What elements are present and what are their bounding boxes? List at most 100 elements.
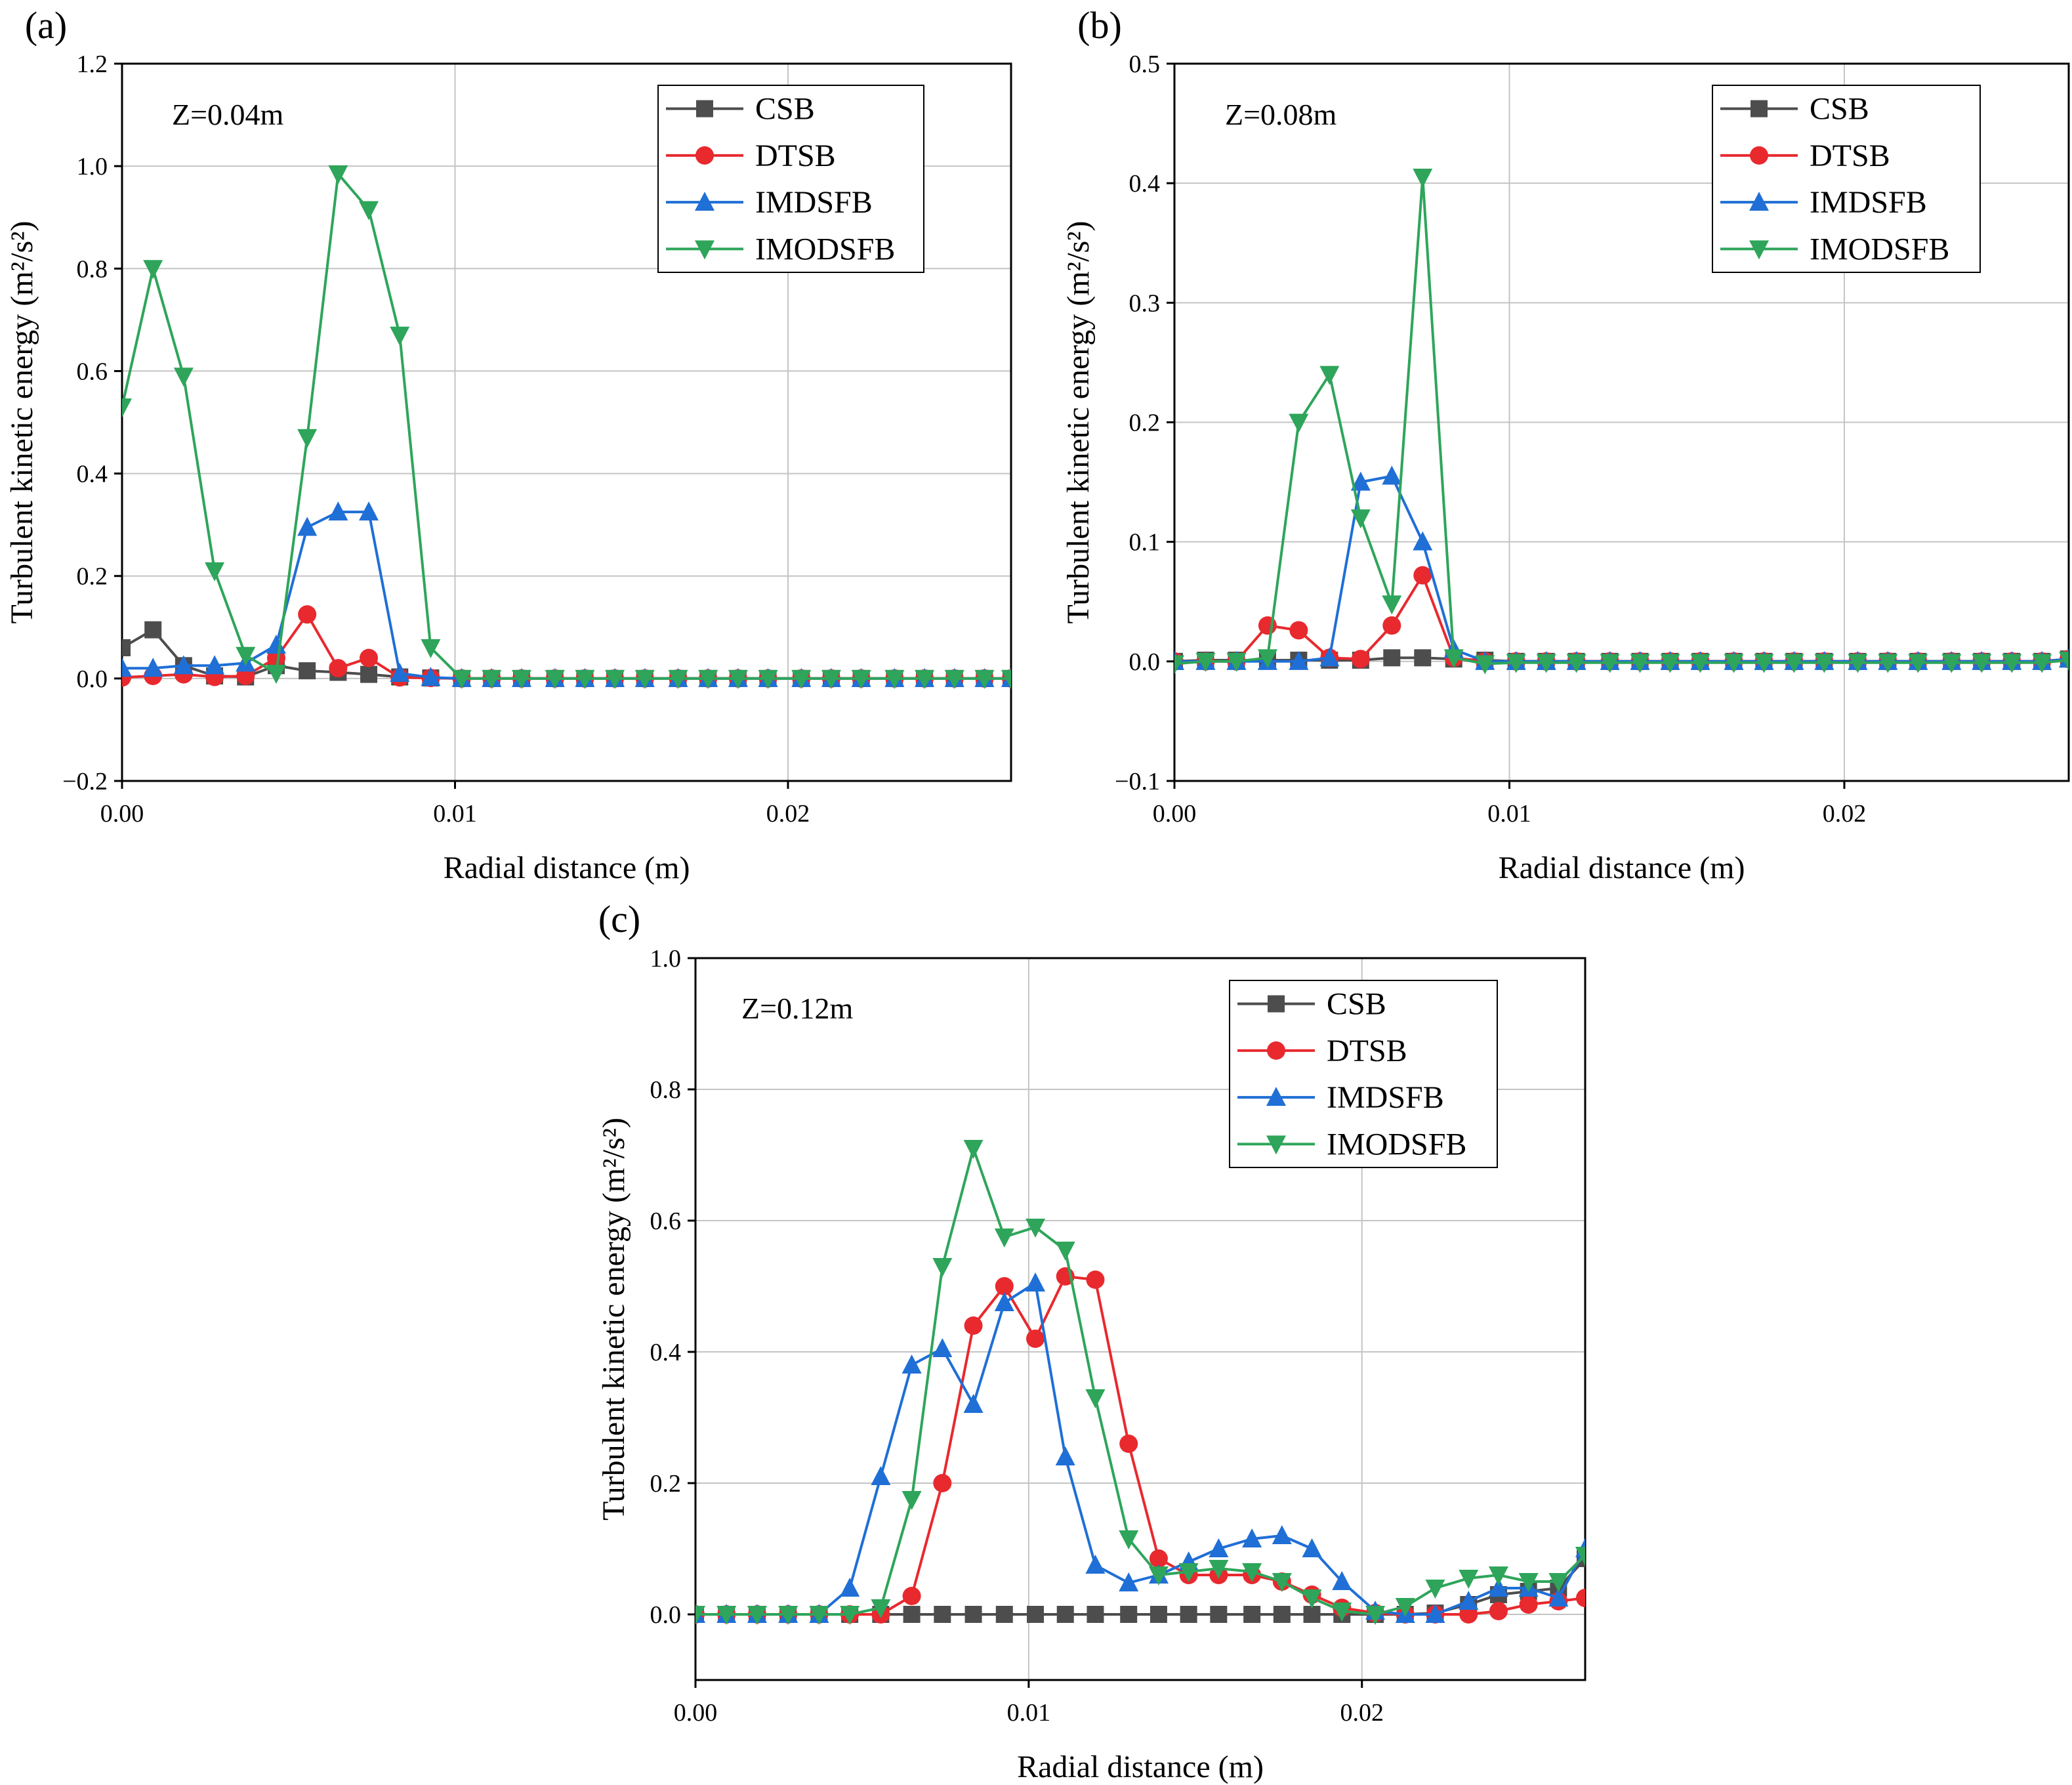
data-point — [1180, 1606, 1197, 1623]
chart-panel-1: 0.00 0.01 0.02 −0.2 0.0 0.2 0.4 0.6 0.8 1.0 1.2 Rad… — [5, 4, 1012, 885]
data-point — [698, 669, 718, 689]
data-point — [1724, 654, 1744, 673]
data-point — [1243, 1606, 1261, 1623]
data-point — [1506, 654, 1526, 673]
data-point — [747, 1606, 767, 1625]
data-point — [1178, 1563, 1199, 1582]
data-point — [944, 669, 964, 689]
y-tick-label: 0.8 — [650, 1076, 682, 1104]
data-point — [1272, 1573, 1292, 1592]
data-point — [974, 669, 995, 689]
legend-item-dtsb: DTSB — [666, 138, 836, 173]
y-tick-label: 0.4 — [1129, 170, 1161, 198]
data-point — [1382, 595, 1402, 615]
data-point — [1026, 1330, 1045, 1348]
series-imodsfb — [122, 165, 1011, 689]
data-point — [122, 398, 132, 418]
data-point — [511, 669, 531, 689]
y-tick-label: 0.2 — [650, 1470, 682, 1498]
data-point — [932, 1338, 953, 1357]
panel-label: (c) — [598, 898, 640, 940]
data-point — [299, 662, 316, 680]
data-point — [1382, 616, 1401, 635]
data-point — [1566, 654, 1586, 673]
legend-item-imdsfb: IMDSFB — [1720, 185, 1927, 220]
data-point — [421, 667, 441, 686]
data-point — [901, 1491, 922, 1510]
y-tick-label: 1.0 — [77, 153, 108, 180]
legend: CSB DTSB IMDSFB IMODSFB — [657, 85, 924, 273]
data-point — [1085, 1389, 1106, 1408]
data-point — [1257, 649, 1277, 669]
legend-marker — [1751, 100, 1768, 117]
data-point — [728, 669, 748, 689]
data-point — [903, 1606, 921, 1623]
data-point — [884, 669, 905, 689]
plot-area — [695, 1140, 1585, 1625]
data-point — [933, 1474, 952, 1492]
data-point — [1488, 1566, 1508, 1586]
legend-label: DTSB — [1810, 138, 1890, 173]
data-point — [205, 562, 225, 581]
data-point — [1242, 1528, 1262, 1547]
y-tick-label: 0.1 — [1129, 529, 1161, 556]
legend-label: CSB — [755, 92, 815, 127]
data-point — [359, 501, 379, 521]
data-point — [695, 1606, 705, 1625]
legend-label: IMDSFB — [755, 185, 873, 220]
y-tick-label: 0.8 — [77, 255, 108, 283]
data-point — [809, 1606, 829, 1625]
data-point — [1690, 654, 1710, 673]
data-point — [1814, 654, 1834, 673]
data-point — [1001, 669, 1011, 689]
data-point — [791, 669, 812, 689]
y-tick-label: 0.6 — [650, 1208, 682, 1235]
data-point — [143, 260, 163, 280]
data-point — [1289, 621, 1308, 640]
data-point — [1972, 654, 1992, 673]
data-point — [1519, 1595, 1538, 1614]
legend-label: DTSB — [755, 138, 836, 173]
data-point — [1660, 654, 1680, 673]
y-tick-label: 0.0 — [650, 1601, 682, 1629]
data-point — [1273, 1606, 1291, 1623]
data-point — [1488, 1578, 1508, 1597]
data-point — [1174, 655, 1184, 675]
data-point — [1302, 1538, 1322, 1557]
series-dtsb — [695, 1267, 1585, 1624]
data-point — [1425, 1580, 1445, 1599]
legend: CSB DTSB IMDSFB IMODSFB — [1712, 85, 1981, 273]
data-point — [1414, 649, 1432, 667]
height-annotation: Z=0.04m — [172, 98, 284, 131]
y-tick-label: 0.0 — [77, 665, 108, 693]
legend-item-csb: CSB — [666, 92, 815, 127]
data-point — [298, 605, 317, 624]
legend-marker — [1268, 995, 1285, 1013]
data-point — [1413, 169, 1433, 188]
data-point — [2059, 652, 2069, 671]
x-tick-label: 0.00 — [1153, 800, 1197, 828]
height-annotation: Z=0.08m — [1225, 98, 1337, 131]
data-point — [122, 639, 131, 657]
x-tick-label: 0.01 — [1007, 1699, 1051, 1727]
data-point — [1382, 465, 1402, 485]
data-point — [390, 663, 410, 682]
data-point — [1148, 1566, 1169, 1586]
series-line — [695, 1275, 1585, 1616]
data-point — [1289, 650, 1309, 670]
plot-area — [1174, 169, 2069, 675]
panel-label: (b) — [1077, 4, 1122, 47]
data-point — [994, 1292, 1014, 1311]
x-tick-label: 0.00 — [674, 1699, 718, 1727]
legend-marker — [1749, 192, 1769, 211]
series-line — [122, 511, 1011, 680]
data-point — [934, 1606, 951, 1623]
data-point — [963, 1140, 984, 1159]
data-point — [871, 1599, 891, 1618]
data-point — [1350, 471, 1371, 491]
series-line — [695, 1147, 1585, 1616]
data-point — [994, 1228, 1014, 1248]
y-tick-label: 1.0 — [650, 945, 682, 973]
data-point — [1784, 654, 1804, 673]
